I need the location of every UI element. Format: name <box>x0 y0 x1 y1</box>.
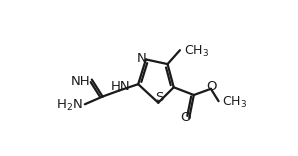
Text: HN: HN <box>111 80 130 93</box>
Text: CH$_3$: CH$_3$ <box>222 95 248 110</box>
Text: S: S <box>155 91 163 104</box>
Text: N: N <box>137 52 146 65</box>
Text: O: O <box>180 111 191 124</box>
Text: H$_2$N: H$_2$N <box>56 98 83 113</box>
Text: NH: NH <box>71 75 90 88</box>
Text: O: O <box>207 80 217 93</box>
Text: CH$_3$: CH$_3$ <box>184 44 209 59</box>
